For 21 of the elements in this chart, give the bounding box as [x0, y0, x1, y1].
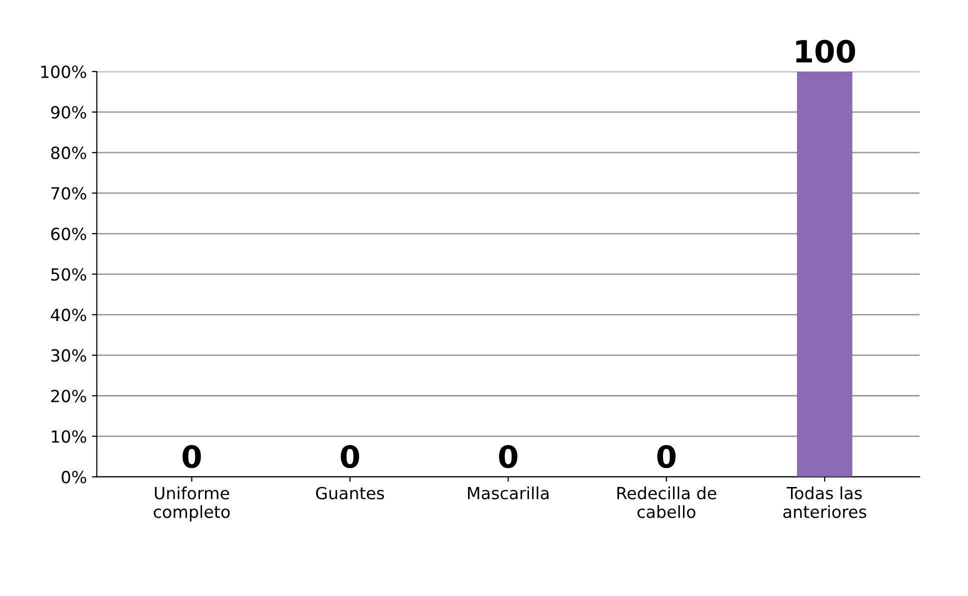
- y-tick-label: 70%: [51, 187, 86, 200]
- y-tick-label: 20%: [51, 390, 86, 402]
- y-tick-label: 50%: [51, 268, 86, 281]
- y-tick-label: 60%: [51, 228, 86, 240]
- y-tick-label: 40%: [50, 308, 86, 322]
- y-tick-label: 90%: [51, 106, 86, 119]
- data-label: 0: [657, 444, 676, 468]
- data-label: 0: [499, 444, 518, 468]
- x-tick-label: Redecilla de cabello: [617, 486, 716, 518]
- y-tick-label: 80%: [51, 146, 86, 160]
- x-tick-label: Todas las anteriores: [783, 486, 866, 518]
- data-label: 0: [340, 444, 360, 468]
- x-tick-label: Mascarilla: [468, 486, 548, 500]
- y-tick-label: 100%: [41, 65, 86, 78]
- data-label: 100: [796, 40, 856, 63]
- y-tick-label: 30%: [51, 349, 86, 362]
- y-tick-label: 10%: [52, 430, 86, 443]
- data-label: 0: [182, 444, 201, 468]
- y-tick-label: 0%: [62, 470, 86, 484]
- x-tick-label: Uniforme completo: [154, 486, 230, 522]
- x-tick-label: Guantes: [316, 486, 384, 500]
